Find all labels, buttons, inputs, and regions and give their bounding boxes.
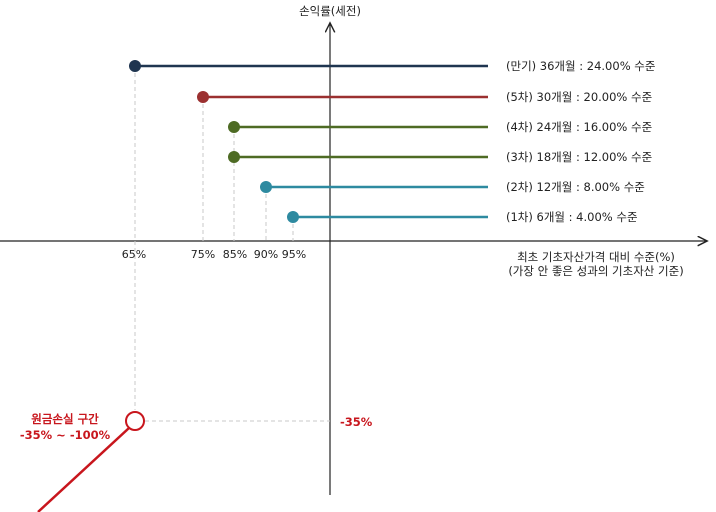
step-label-3: (3차) 18개월 : 12.00% 수준	[506, 150, 652, 164]
loss-dot	[125, 411, 145, 431]
x-tick-75: 75%	[191, 248, 215, 261]
step-label-maturity: (만기) 36개월 : 24.00% 수준	[506, 59, 655, 73]
loss-line	[37, 427, 130, 512]
step-dot-4	[228, 121, 240, 133]
step-dot-3	[228, 151, 240, 163]
x-tick-90: 90%	[254, 248, 278, 261]
y-axis-label: 손익률(세전)	[299, 4, 361, 18]
guide-lines	[134, 66, 330, 422]
step-label-1: (1차) 6개월 : 4.00% 수준	[506, 210, 638, 224]
step-dot-2	[260, 181, 272, 193]
x-tick-65: 65%	[122, 248, 146, 261]
step-label-2: (2차) 12개월 : 8.00% 수준	[506, 180, 645, 194]
step-dot-1	[287, 211, 299, 223]
loss-zone-label-line2: -35% ~ -100%	[20, 428, 111, 442]
step-label-5: (5차) 30개월 : 20.00% 수준	[506, 90, 652, 104]
x-axis-label-line2: (가장 안 좋은 성과의 기초자산 기준)	[508, 264, 683, 278]
x-axis-label-line1: 최초 기초자산가격 대비 수준(%)	[517, 250, 675, 264]
loss-zone-label-line1: 원금손실 구간	[31, 412, 99, 426]
step-dot-maturity	[129, 60, 141, 72]
step-dot-5	[197, 91, 209, 103]
x-tick-95: 95%	[282, 248, 306, 261]
loss-value-label: -35%	[340, 415, 373, 429]
x-tick-85: 85%	[223, 248, 247, 261]
step-label-4: (4차) 24개월 : 16.00% 수준	[506, 120, 652, 134]
